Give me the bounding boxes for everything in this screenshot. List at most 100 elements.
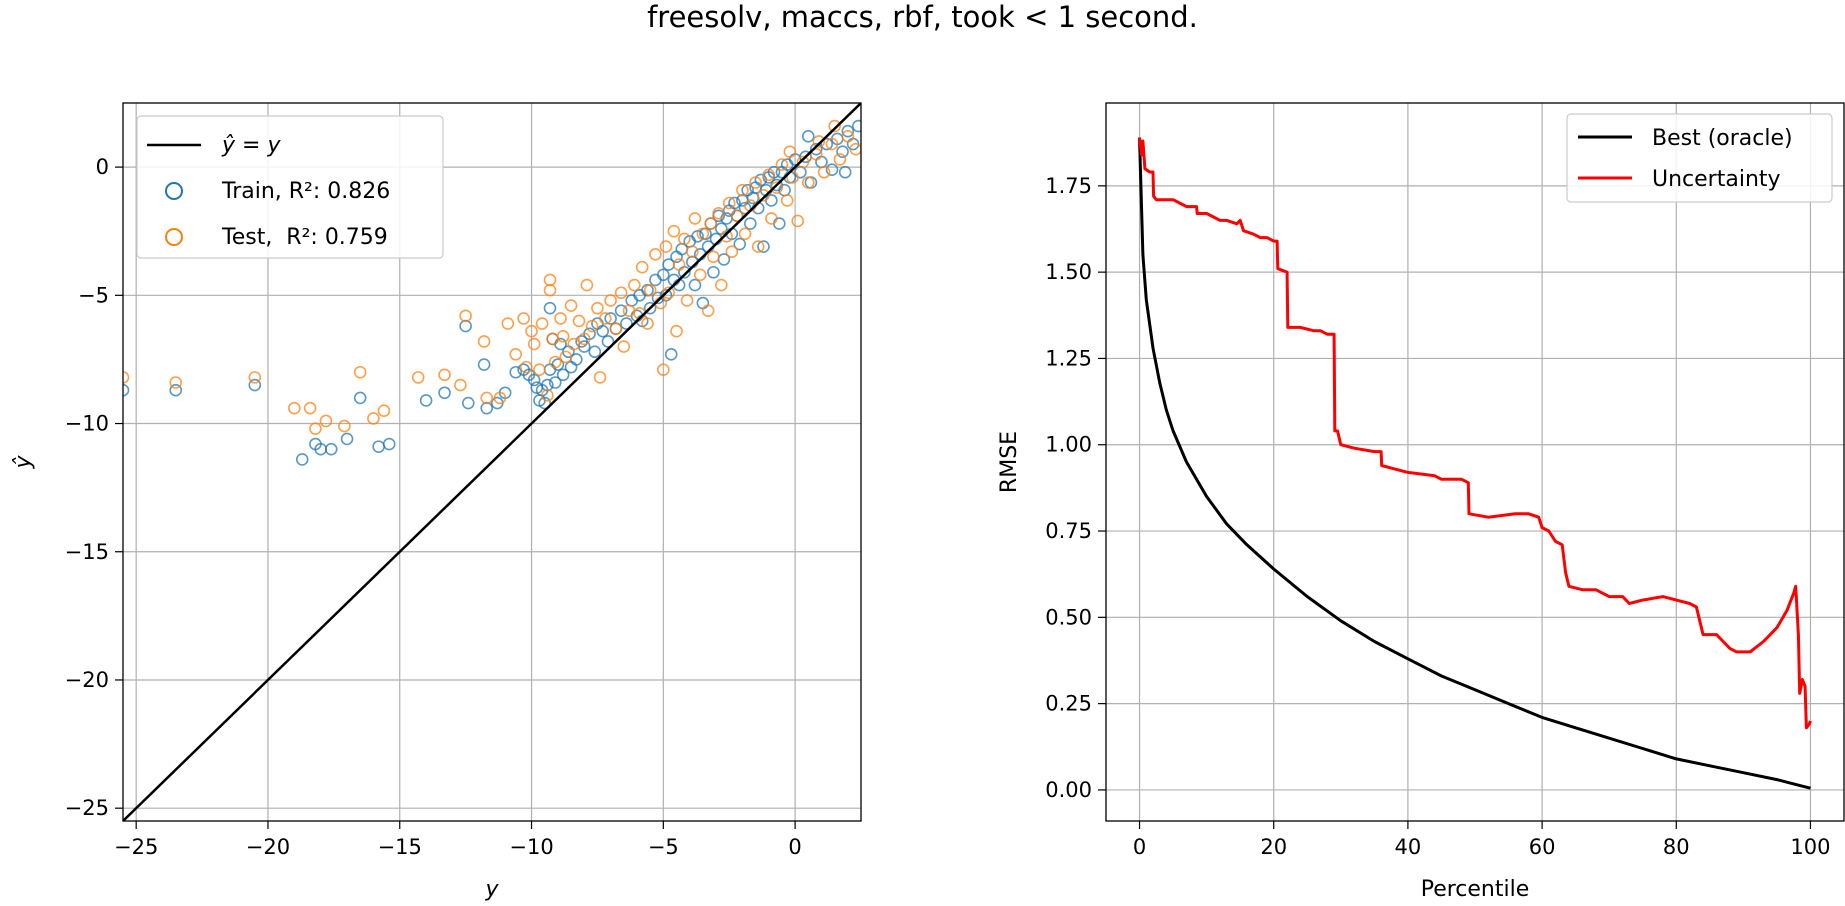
test-point: [841, 130, 855, 143]
ax2-y-tick-label: 1.50: [1045, 260, 1092, 284]
train-point: [295, 453, 309, 466]
ax2-x-tick-label: 100: [1790, 835, 1830, 859]
test-point: [762, 168, 776, 182]
train-point: [641, 283, 654, 297]
test-point: [309, 422, 322, 435]
test-point: [546, 332, 559, 346]
test-point: [812, 135, 826, 148]
test-point: [622, 304, 636, 318]
rmse-legend: Best (oracle) Uncertainty: [1566, 113, 1833, 203]
train-point: [604, 312, 617, 325]
test-point: [459, 309, 472, 323]
test-point: [796, 155, 810, 169]
test-point: [556, 330, 570, 343]
test-point: [720, 230, 733, 243]
test-point: [628, 278, 641, 292]
train-point: [852, 119, 861, 133]
train-point: [588, 345, 602, 359]
train-point: [743, 217, 757, 230]
test-point: [722, 196, 736, 210]
train-point: [715, 222, 728, 235]
test-point: [801, 176, 815, 189]
test-point: [707, 250, 720, 264]
test-point: [248, 371, 262, 384]
train-point: [765, 194, 778, 207]
test-point: [662, 286, 675, 300]
ax1-y-tick-label: 0: [96, 155, 109, 179]
train-point: [509, 365, 523, 379]
train-point: [601, 335, 615, 348]
train-point: [551, 358, 565, 371]
test-point: [828, 119, 841, 133]
ax2-x-tick-label: 0: [1133, 835, 1146, 859]
test-point: [123, 371, 130, 384]
test-point: [593, 371, 607, 384]
test-point: [751, 240, 765, 253]
test-point: [786, 171, 799, 184]
oracle-line: [1138, 137, 1811, 790]
train-point: [543, 301, 557, 315]
test-point: [736, 183, 749, 197]
test-point: [614, 286, 628, 300]
test-point: [599, 312, 612, 325]
test-point: [649, 247, 662, 261]
ax2-x-tick-label: 60: [1529, 835, 1556, 859]
test-point: [525, 324, 538, 338]
test-point: [780, 194, 794, 207]
ax2-y-tick-label: 0.00: [1045, 778, 1092, 802]
parity-points: [123, 103, 861, 821]
test-point: [672, 258, 686, 271]
test-point: [617, 340, 631, 353]
train-point: [596, 324, 610, 338]
train-point: [649, 273, 662, 287]
train-point: [461, 396, 475, 410]
train-point: [353, 391, 367, 405]
test-point: [817, 165, 831, 179]
train-point: [707, 265, 720, 279]
test-point: [554, 312, 567, 325]
test-point: [738, 227, 752, 241]
rmse-ticks: 0 20 40 60 80 100 0.00 0.25 0.50 0.75 1.00 1.25 1.50…: [1045, 174, 1830, 859]
test-point: [609, 322, 623, 335]
test-point: [591, 301, 604, 315]
train-point: [248, 378, 262, 392]
train-point: [570, 353, 583, 366]
ax1-x-tick-label: −25: [114, 835, 158, 859]
test-point: [765, 212, 778, 225]
train-point: [372, 440, 385, 453]
ax1-y-tick-label: −15: [65, 540, 109, 564]
train-point: [670, 250, 683, 264]
test-point: [678, 232, 691, 246]
test-point: [517, 312, 530, 325]
train-point: [459, 319, 472, 333]
ax2-y-tick-label: 1.75: [1045, 174, 1092, 198]
rmse-x-axis-label: Percentile: [1421, 877, 1530, 902]
ax1-y-tick-label: −25: [65, 796, 109, 820]
test-point: [303, 401, 317, 415]
test-point: [696, 227, 710, 241]
test-point: [783, 145, 797, 159]
rmse-legend-box: [1566, 113, 1833, 203]
test-point: [548, 355, 562, 369]
train-point: [809, 142, 823, 156]
ax2-y-tick-label: 1.00: [1045, 433, 1092, 457]
train-point: [419, 394, 433, 407]
test-point: [667, 224, 681, 238]
legend-train-label: Train, R²: 0.826: [221, 179, 390, 204]
test-point: [725, 245, 739, 259]
parity-plot-frame: [122, 102, 862, 822]
train-point: [543, 363, 557, 376]
ax1-x-tick-label: −15: [378, 835, 422, 859]
train-point: [794, 165, 807, 179]
ax1-y-tick-label: −10: [65, 412, 109, 436]
test-point: [541, 389, 554, 402]
train-point: [614, 304, 628, 318]
test-point: [775, 158, 789, 171]
rmse-plot-frame: [1105, 102, 1845, 822]
ax2-y-tick-label: 0.75: [1045, 519, 1092, 543]
test-point: [572, 314, 586, 328]
legend-uncertainty-label: Uncertainty: [1652, 167, 1781, 192]
test-point: [564, 299, 578, 312]
test-point: [701, 304, 715, 318]
test-point: [791, 214, 805, 228]
